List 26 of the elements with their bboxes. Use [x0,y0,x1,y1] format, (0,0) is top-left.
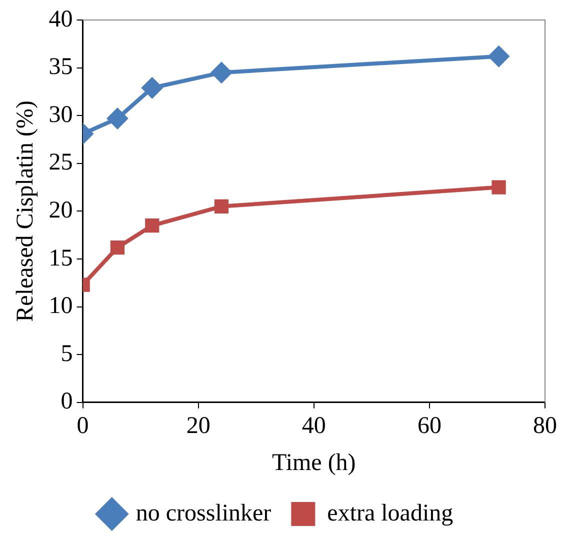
point [145,218,160,233]
x-tick-label: 60 [417,413,442,440]
x-tick-label: 80 [533,413,557,440]
point [106,107,128,130]
point [110,240,125,255]
y-tick-label: 30 [48,102,73,128]
y-axis-title: Released Cisplatin (%) [12,100,39,322]
point [210,62,232,84]
point [492,180,506,194]
legend-label: extra loading [327,500,454,526]
y-tick-label: 20 [48,197,73,224]
x-tick-label: 20 [186,413,210,440]
x-tick-label: 40 [302,413,326,440]
legend-label: no crosslinker [136,500,272,526]
y-tick-label: 10 [48,293,73,320]
y-tick-label: 15 [48,245,73,272]
x-axis-title: Time (h) [272,450,356,476]
x-tick-label: 0 [76,413,89,440]
y-tick-label: 35 [48,54,73,80]
point [214,199,229,214]
point [488,45,510,68]
y-tick-label: 5 [60,340,73,367]
y-tick-label: 40 [48,6,73,32]
y-tick-label: 25 [48,150,73,176]
y-tick-label: 0 [60,388,73,415]
point [141,76,164,99]
